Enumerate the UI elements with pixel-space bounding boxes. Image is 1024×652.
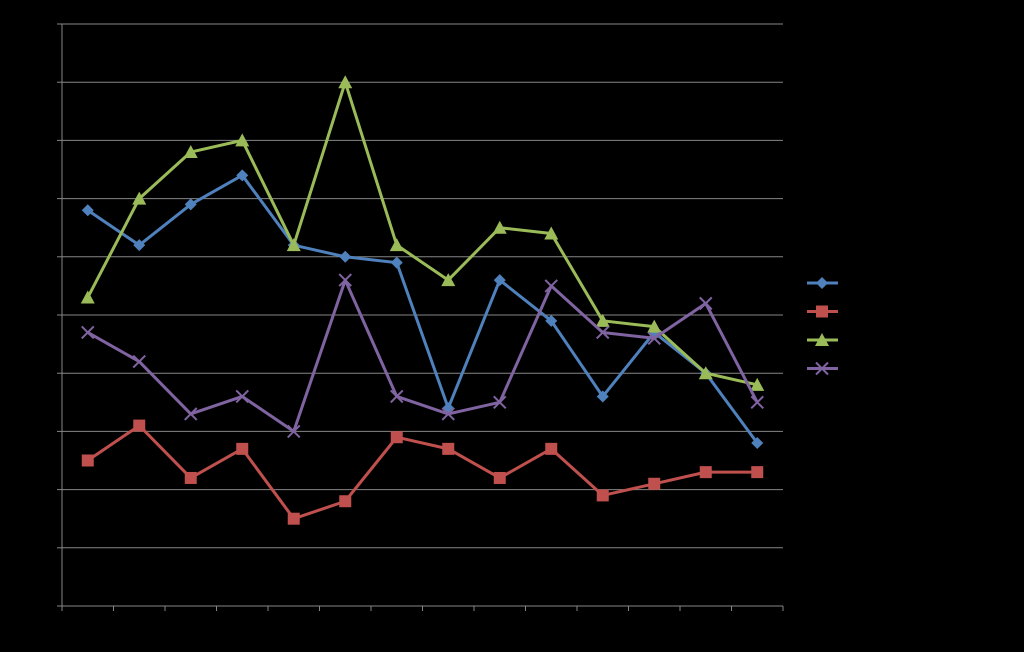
x-stroke [544, 279, 558, 293]
data-point [596, 390, 609, 403]
data-point [441, 273, 456, 287]
data-point [750, 395, 764, 410]
series-2 [81, 419, 764, 525]
x-stroke [647, 331, 661, 345]
data-point [183, 145, 198, 159]
legend-marker [816, 277, 828, 289]
x-stroke [699, 296, 713, 311]
data-point [699, 296, 713, 311]
data-point [339, 495, 352, 508]
x-stroke [441, 407, 455, 421]
data-point [390, 389, 404, 404]
data-point [80, 290, 95, 304]
data-point [133, 239, 146, 252]
data-point [442, 442, 455, 455]
axes [57, 23, 784, 611]
data-point [389, 238, 404, 252]
data-point [184, 407, 198, 421]
data-point [596, 489, 609, 502]
data-point [81, 204, 94, 217]
x-stroke [184, 407, 198, 421]
x-stroke [390, 389, 404, 404]
x-stroke [338, 273, 352, 287]
legend-marker [816, 305, 828, 318]
data-point [133, 419, 146, 432]
x-stroke [493, 395, 507, 410]
data-point [236, 169, 249, 182]
data-point [493, 395, 507, 410]
x-stroke [81, 325, 95, 340]
data-point [390, 256, 403, 269]
data-point [544, 279, 558, 293]
data-point [596, 325, 610, 340]
data-point [698, 366, 713, 380]
x-stroke [815, 361, 829, 376]
data-point [544, 226, 559, 240]
data-point [751, 437, 764, 450]
data-point [338, 273, 352, 287]
x-stroke [596, 325, 610, 340]
data-point [236, 442, 249, 455]
data-point [184, 198, 197, 211]
x-stroke [287, 424, 301, 439]
series-3 [80, 75, 765, 391]
legend [807, 277, 838, 376]
series-line [86, 173, 759, 444]
data-point [751, 466, 764, 479]
series-4 [81, 273, 764, 439]
data-point [545, 314, 558, 327]
series-line [87, 278, 759, 433]
legend-entry-4 [807, 361, 838, 376]
data-point [750, 377, 765, 391]
data-point [132, 191, 147, 205]
data-point [493, 471, 506, 484]
data-point [287, 424, 301, 439]
x-stroke [235, 389, 249, 404]
data-point [339, 250, 352, 263]
data-point [441, 407, 455, 421]
legend-marker [815, 361, 829, 376]
x-stroke [750, 395, 764, 410]
data-point [184, 471, 197, 484]
legend-entry-3 [807, 333, 838, 346]
legend-marker [815, 333, 829, 346]
data-point [338, 75, 353, 89]
data-point [235, 133, 250, 147]
data-point [699, 466, 712, 479]
data-point [81, 454, 94, 467]
data-point [647, 319, 662, 333]
data-point [81, 325, 95, 340]
legend-entry-1 [807, 277, 838, 289]
data-point [132, 354, 146, 369]
data-point [493, 274, 506, 287]
data-point [545, 442, 558, 455]
series-line [86, 80, 758, 387]
legend-entry-2 [807, 305, 838, 318]
data-point [390, 431, 403, 444]
series-group [80, 75, 765, 525]
data-point [648, 477, 661, 490]
series-line [86, 424, 758, 521]
data-point [647, 331, 661, 345]
data-point [492, 220, 507, 234]
data-point [235, 389, 249, 404]
gridlines [62, 23, 783, 549]
data-point [287, 512, 300, 525]
data-point [595, 313, 610, 327]
x-stroke [132, 354, 146, 369]
data-point [286, 238, 301, 252]
